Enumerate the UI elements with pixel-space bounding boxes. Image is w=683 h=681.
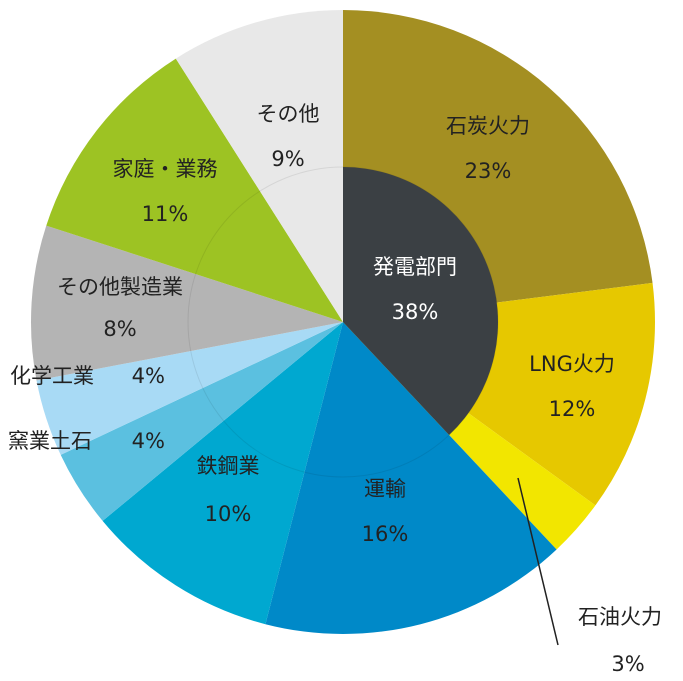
pie-slice [60, 322, 343, 521]
pie-slice [175, 10, 343, 322]
slice-value-label: 3% [611, 652, 644, 676]
leader-line [517, 477, 559, 646]
slice-value-label: 12% [549, 397, 596, 421]
pie-slice [36, 322, 344, 455]
slice-label: 石油火力 [578, 605, 662, 629]
pie-slice [30, 225, 343, 381]
slice-label: 鉄鋼業 [197, 454, 260, 478]
slice-value-label: 8% [103, 317, 136, 341]
slice-label: その他製造業 [57, 275, 183, 299]
slice-label: 石炭火力 [446, 114, 530, 138]
slice-label: 窯業土石 [8, 429, 92, 453]
slice-label: 運輸 [364, 477, 406, 501]
pie-slice [102, 322, 343, 625]
slice-value-label: 16% [362, 522, 409, 546]
slice-value-label: 10% [205, 502, 252, 526]
slice-label: その他 [257, 102, 320, 126]
slice-label: LNG火力 [529, 352, 615, 376]
slice-label: 化学工業 [10, 364, 94, 388]
inner-label: 発電部門 [373, 255, 457, 279]
pie-slice [46, 58, 344, 322]
pie-slice [265, 322, 557, 635]
inner-sector [343, 167, 498, 435]
slice-label: 家庭・業務 [113, 157, 218, 181]
slice-value-label: 4% [132, 364, 165, 388]
slice-value-label: 9% [271, 147, 304, 171]
slice-value-label: 11% [142, 202, 189, 226]
slice-value-label: 23% [465, 159, 512, 183]
slice-value-label: 4% [132, 429, 165, 453]
inner-value-label: 38% [392, 300, 439, 324]
